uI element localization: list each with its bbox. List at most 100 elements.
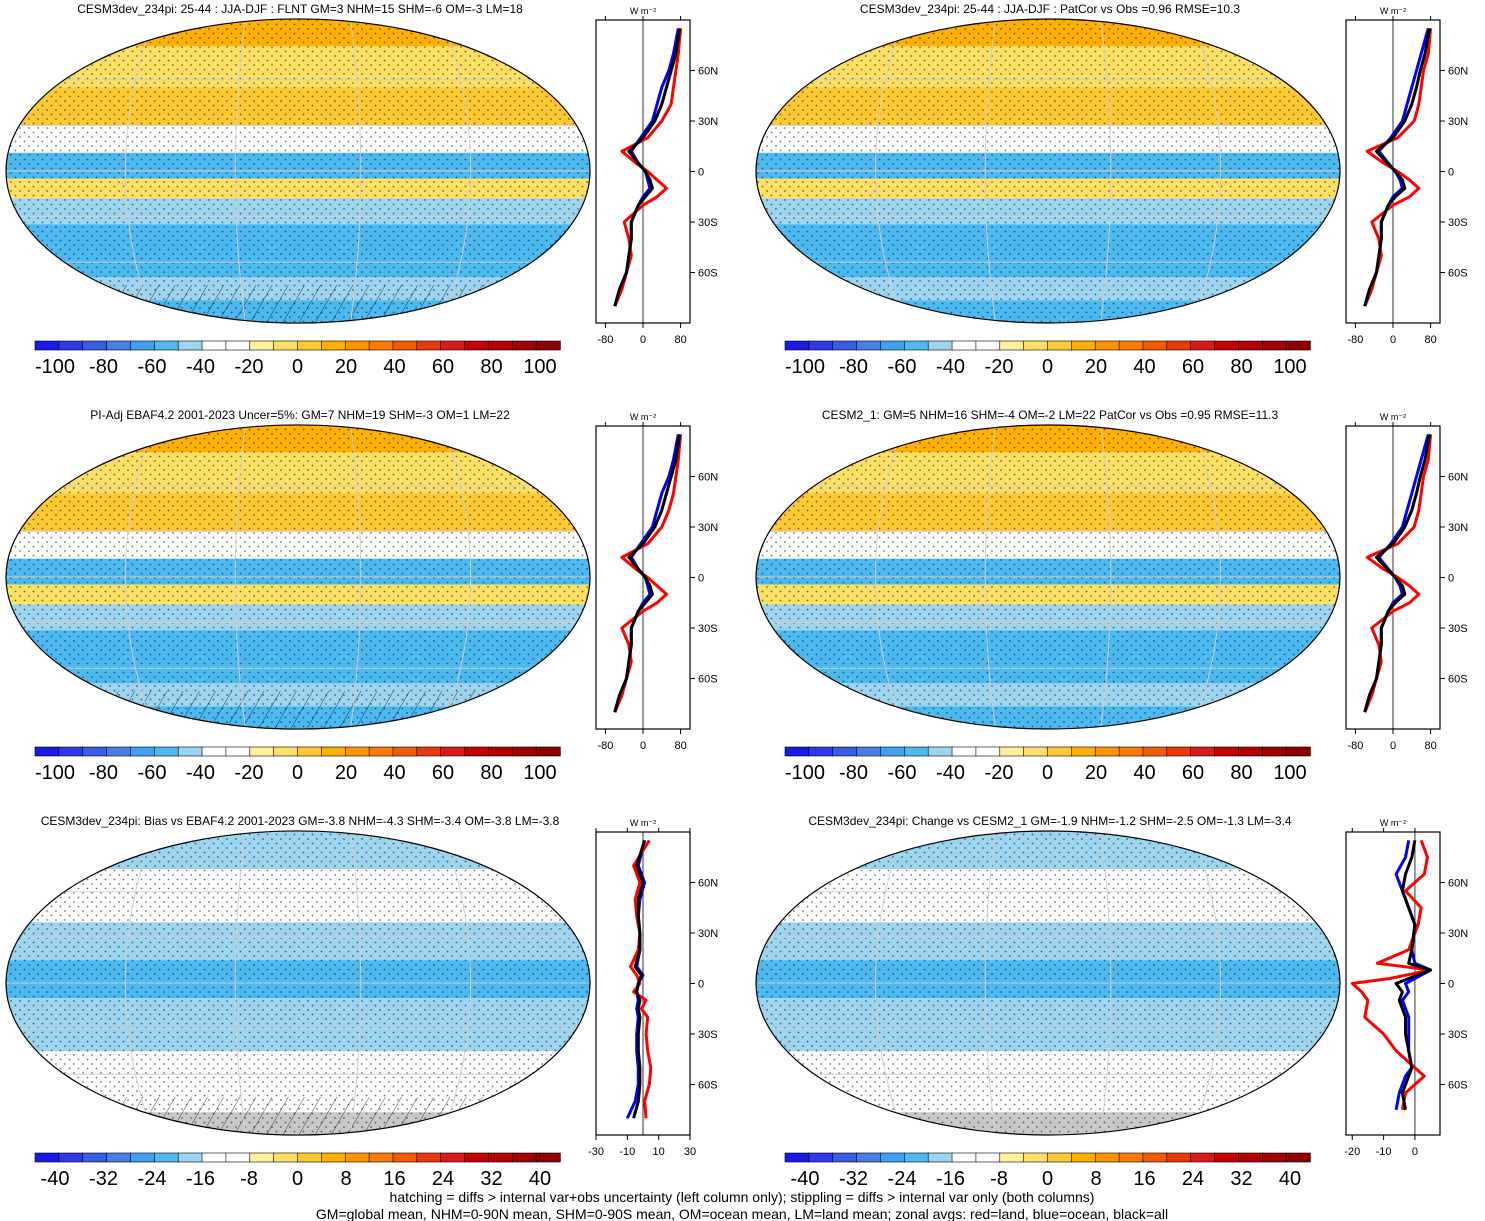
colorbar-cell [784, 340, 810, 351]
map-outline [755, 18, 1341, 324]
panels: CESM3dev_234pi: 25-44 : JJA-DJF : FLNT G… [5, 2, 1468, 1190]
colorbar-tick-label: -60 [888, 356, 917, 378]
lat-tick-label: 30N [1448, 522, 1468, 534]
colorbar-cell [880, 340, 906, 351]
x-tick-label: 0 [1412, 1146, 1418, 1158]
panel-title: PI-Adj EBAF4.2 2001-2023 Uncer=5%: GM=7 … [90, 408, 510, 422]
colorbar-tick-label: 40 [383, 762, 405, 784]
colorbar-tick-label: -32 [839, 1168, 868, 1190]
longitude-gridline [442, 18, 472, 324]
colorbar-cell [1190, 746, 1216, 757]
colorbar-tick-label: 20 [1085, 762, 1107, 784]
colorbar-cell [808, 746, 834, 757]
colorbar-cell [1190, 1152, 1216, 1163]
colorbar-cell [927, 340, 953, 351]
lat-tick-label: 0 [698, 167, 704, 179]
colorbar-tick-label: 80 [1230, 356, 1252, 378]
colorbar-tick-label: -100 [35, 762, 75, 784]
colorbar-tick-label: 60 [432, 356, 454, 378]
colorbar-cell [511, 746, 537, 757]
lat-tick-label: 0 [1448, 167, 1454, 179]
colorbar-cell [904, 340, 929, 351]
colorbar-cell [154, 746, 179, 757]
colorbar-cell [1047, 340, 1073, 351]
colorbar-cell [344, 1152, 370, 1163]
colorbar-cell [321, 340, 346, 351]
x-tick-label: 30 [684, 1146, 696, 1158]
panel-3: PI-Adj EBAF4.2 2001-2023 Uncer=5%: GM=7 … [5, 408, 718, 784]
colorbar-tick-label: 60 [1182, 356, 1204, 378]
colorbar-tick-label: 16 [1133, 1168, 1155, 1190]
colorbar-cell [440, 746, 466, 757]
land-zonal-line [1363, 28, 1433, 307]
all-zonal-line [1363, 434, 1432, 713]
lat-tick-label: 0 [698, 573, 704, 585]
zonal-units-label: W m⁻² [630, 818, 656, 828]
zonal-units-label: W m⁻² [1380, 412, 1406, 422]
colorbar-cell [880, 1152, 906, 1163]
colorbar-cell [225, 746, 251, 757]
colorbar-cell [975, 1152, 1001, 1163]
colorbar-cell [1261, 746, 1287, 757]
lat-tick-label: 60S [1448, 674, 1468, 686]
colorbar-cell [392, 1152, 418, 1163]
colorbar-cell [951, 1152, 977, 1163]
x-tick-label: 0 [640, 334, 646, 346]
colorbar-cell [1166, 746, 1192, 757]
colorbar-cell [177, 1152, 203, 1163]
colorbar-cell [440, 340, 466, 351]
colorbar-cell [106, 1152, 132, 1163]
panel-title: CESM3dev_234pi: 25-44 : JJA-DJF : PatCor… [860, 2, 1241, 16]
colorbar-tick-label: -40 [936, 762, 965, 784]
colorbar-cell [904, 746, 929, 757]
colorbar-cell [344, 340, 370, 351]
colorbar-cell [832, 340, 858, 351]
x-tick-label: -10 [619, 1146, 635, 1158]
longitude-gridline [124, 424, 154, 730]
x-tick-label: 0 [1390, 740, 1396, 752]
longitude-gridline [1192, 425, 1222, 729]
lat-tick-label: 60N [1448, 472, 1468, 484]
colorbar-cell [273, 746, 299, 757]
colorbar-cell [488, 746, 513, 757]
colorbar-cell [273, 340, 299, 351]
lat-tick-label: 30S [1448, 1029, 1468, 1041]
colorbar-cell [1214, 1152, 1240, 1163]
colorbar-tick-label: -32 [89, 1168, 118, 1190]
colorbar-cell [927, 746, 953, 757]
colorbar-cell [82, 746, 108, 757]
colorbar-cell [154, 340, 179, 351]
colorbar-cell [297, 1152, 323, 1163]
colorbar-cell [249, 1152, 275, 1163]
colorbar-cell [1166, 340, 1192, 351]
colorbar-tick-label: 0 [1042, 356, 1053, 378]
colorbar-tick-label: 0 [1042, 762, 1053, 784]
lat-tick-label: 60N [698, 878, 718, 890]
lat-tick-label: 60N [1448, 878, 1468, 890]
longitude-gridline [442, 424, 472, 730]
colorbar-cell [1142, 340, 1168, 351]
lat-tick-label: 30S [698, 217, 718, 229]
colorbar-tick-label: 16 [383, 1168, 405, 1190]
colorbar-cell [1142, 1152, 1168, 1163]
colorbar-cell [321, 746, 346, 757]
longitude-gridline [350, 424, 362, 730]
longitude-gridline [124, 18, 154, 324]
panel-6: CESM3dev_234pi: Change vs CESM2_1 GM=-1.… [755, 814, 1468, 1190]
panel-1: CESM3dev_234pi: 25-44 : JJA-DJF : FLNT G… [5, 2, 718, 378]
x-tick-label: 80 [1424, 334, 1436, 346]
colorbar-tick-label: -20 [235, 356, 264, 378]
colorbar-cell [225, 1152, 251, 1163]
colorbar-tick-label: -60 [138, 762, 167, 784]
colorbar-cell [368, 746, 394, 757]
map-field [756, 831, 1340, 1135]
zonal-units-label: W m⁻² [1380, 818, 1406, 828]
x-tick-label: -80 [1347, 740, 1363, 752]
colorbar-cell [130, 340, 156, 351]
colorbar-cell [951, 340, 977, 351]
colorbar-tick-label: -24 [138, 1168, 167, 1190]
colorbar-cell [808, 1152, 834, 1163]
colorbar-tick-label: 8 [1090, 1168, 1101, 1190]
longitude-gridline [350, 18, 362, 324]
